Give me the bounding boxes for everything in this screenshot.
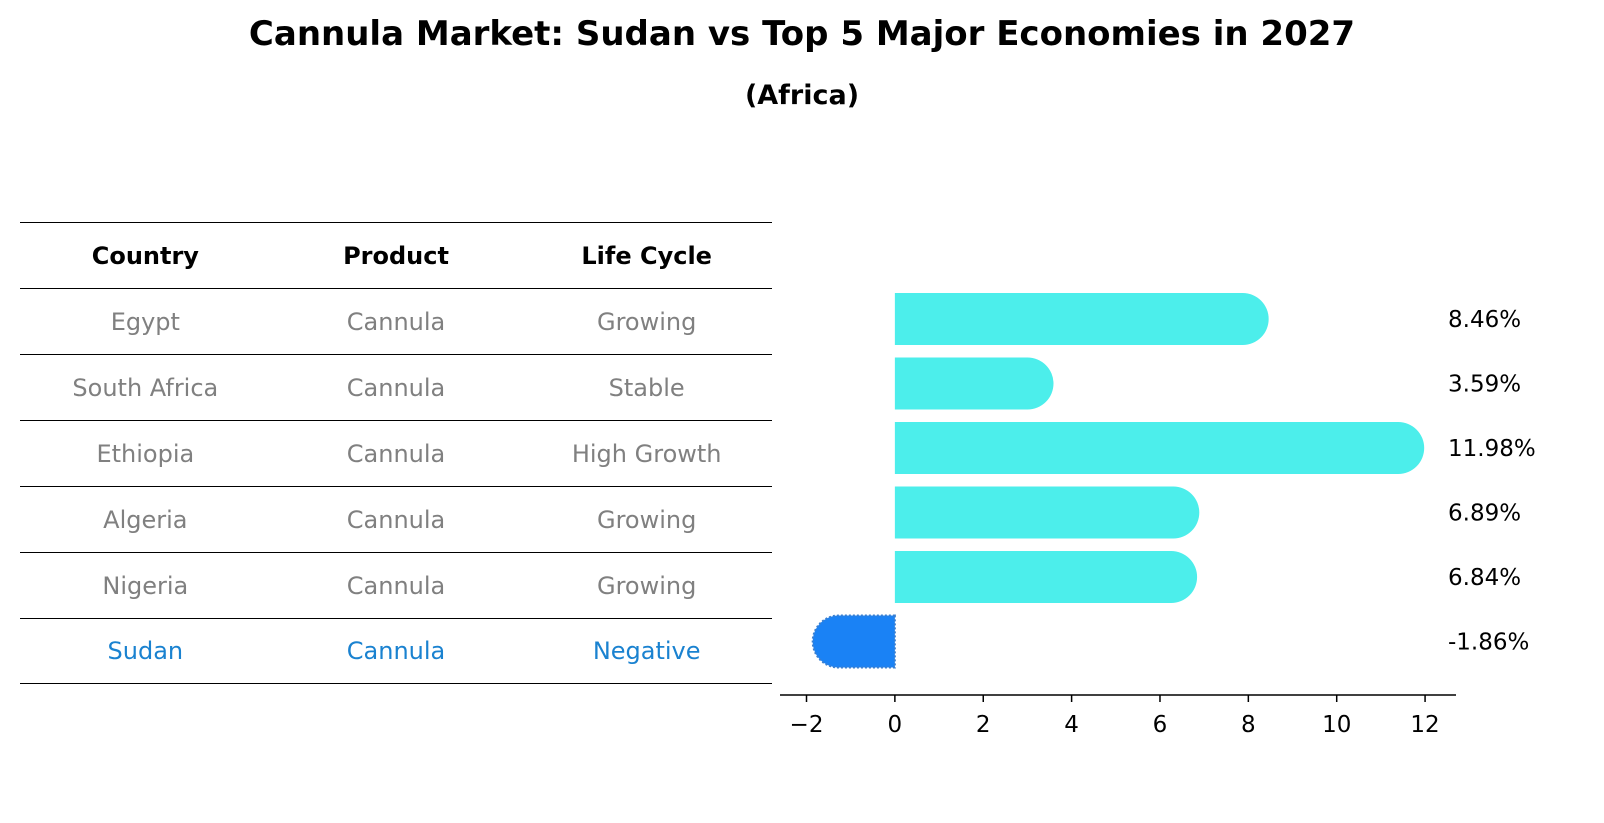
chart-subtitle: (Africa) (744, 80, 860, 111)
x-tick-label: 8 (1241, 712, 1256, 738)
life-cycle-cell: Growing (596, 571, 697, 600)
product-cell: Cannula (346, 637, 446, 665)
value-label: 8.46% (1448, 307, 1521, 333)
value-label: 6.89% (1448, 501, 1521, 527)
table-header-row: Country Product Life Cycle (20, 222, 772, 288)
x-tick-label: 12 (1410, 712, 1439, 738)
country-cell: South Africa (72, 373, 219, 402)
value-label: 6.84% (1448, 565, 1521, 591)
x-tick-label: 10 (1322, 712, 1351, 738)
product-cell: Cannula (346, 505, 446, 534)
bar-nigeria (894, 551, 1198, 603)
table-row: Algeria Cannula Growing (20, 486, 772, 552)
table-row: Ethiopia Cannula High Growth (20, 420, 772, 486)
x-tick-label: 6 (1153, 712, 1168, 738)
column-header-product: Product (343, 241, 449, 270)
table-row: South Africa Cannula Stable (20, 354, 772, 420)
table-row-highlighted: Sudan Cannula Negative (20, 618, 772, 684)
x-tick-label: 2 (976, 712, 991, 738)
bar-south-africa (894, 357, 1054, 410)
life-cycle-cell: Growing (596, 505, 697, 534)
column-header-country: Country (91, 241, 199, 270)
bar-chart: 8.46% 3.59% 11.98% 6.89% 6.84% -1.86% −2 0 2 4 6 8 1… (780, 293, 1536, 738)
life-cycle-cell: Stable (608, 373, 685, 402)
bar-algeria (894, 486, 1200, 539)
life-cycle-cell: High Growth (571, 439, 722, 468)
country-cell: Algeria (103, 505, 188, 534)
x-tick-label: 0 (888, 712, 903, 738)
chart-title: Cannula Market: Sudan vs Top 5 Major Eco… (248, 14, 1356, 54)
country-cell: Sudan (107, 637, 184, 665)
bar-ethiopia (894, 422, 1425, 474)
life-cycle-cell: Growing (596, 307, 697, 336)
table-row: Egypt Cannula Growing (20, 288, 772, 354)
product-cell: Cannula (346, 439, 446, 468)
x-tick-label: 4 (1064, 712, 1079, 738)
value-label: 11.98% (1448, 436, 1536, 462)
country-cell: Nigeria (102, 571, 189, 600)
country-cell: Egypt (110, 307, 180, 336)
value-label: 3.59% (1448, 372, 1521, 398)
life-cycle-cell: Negative (592, 637, 701, 665)
product-cell: Cannula (346, 373, 446, 402)
bar-egypt (894, 293, 1269, 345)
column-header-life-cycle: Life Cycle (581, 241, 712, 270)
country-cell: Ethiopia (96, 439, 195, 468)
table-row: Nigeria Cannula Growing (20, 552, 772, 618)
product-cell: Cannula (346, 307, 446, 336)
value-label: -1.86% (1448, 630, 1529, 656)
bar-sudan (811, 614, 896, 669)
product-cell: Cannula (346, 571, 446, 600)
country-table: Country Product Life Cycle Egypt Cannula… (20, 222, 772, 684)
x-tick-label: −2 (790, 712, 824, 738)
